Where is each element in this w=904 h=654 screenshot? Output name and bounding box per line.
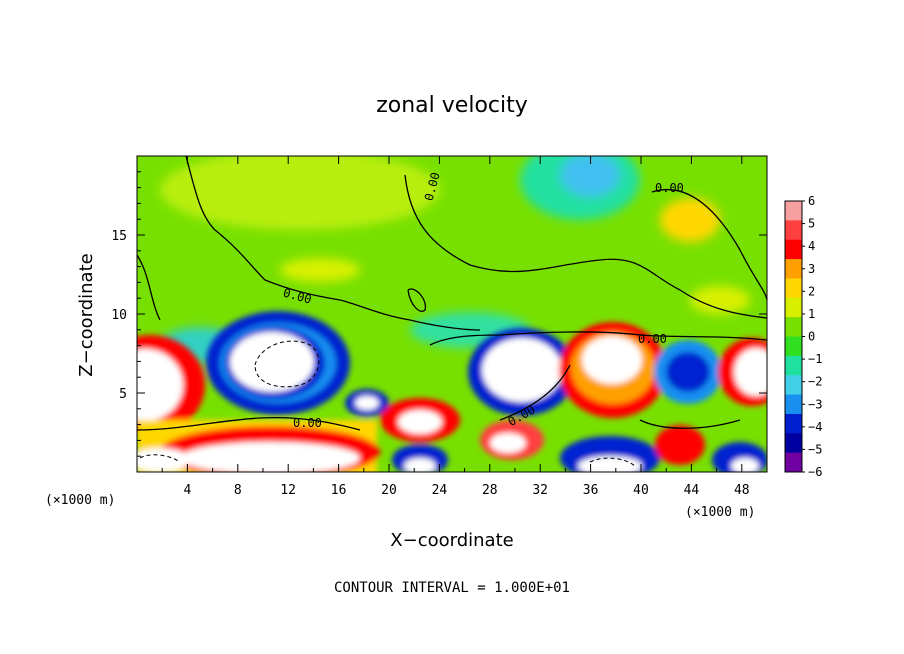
x-tick-label: 32 [532, 483, 548, 498]
x-axis-ticks: 4 8 12 16 20 24 28 32 36 40 44 48 [161, 156, 750, 498]
contour-label: 0.00 [655, 181, 684, 195]
y-tick-label: 15 [111, 229, 127, 244]
contour-label: 0.00 [638, 332, 667, 346]
x-tick-label: 16 [331, 483, 347, 498]
colorbar-tick-label: 5 [808, 217, 815, 231]
colorbar-tick-label: 0 [808, 330, 815, 344]
x-tick-label: 36 [583, 483, 599, 498]
x-tick-label: 4 [183, 483, 191, 498]
y-axis-ticks: 5 10 15 [111, 171, 767, 457]
x-tick-label: 20 [381, 483, 397, 498]
colorbar-swatch [785, 220, 802, 241]
colorbar-tick-label: −3 [808, 397, 822, 411]
chart-title: zonal velocity [376, 93, 528, 118]
x-tick-label: 28 [482, 483, 498, 498]
contour-label: 0.00 [293, 416, 322, 430]
field-features [137, 311, 767, 472]
colorbar-swatch [785, 336, 802, 357]
colorbar-swatch [785, 433, 802, 454]
colorbar-swatch [785, 239, 802, 260]
colorbar-tick-label: −2 [808, 375, 822, 389]
x-tick-label: 48 [734, 483, 750, 498]
x-axis-label: X−coordinate [390, 530, 513, 551]
colorbar-swatch [785, 317, 802, 337]
colorbar-swatch [785, 297, 802, 318]
colorbar-swatch [785, 201, 802, 221]
colorbar-tick-label: 1 [808, 307, 815, 321]
colorbar-tick-label: −4 [808, 420, 822, 434]
x-tick-label: 12 [280, 483, 296, 498]
colorbar-tick-label: −5 [808, 442, 822, 456]
y-tick-label: 5 [119, 387, 127, 402]
colorbar-swatch [785, 413, 802, 434]
colorbar-tick-label: 3 [808, 262, 815, 276]
x-tick-label: 40 [633, 483, 649, 498]
colorbar-swatch [785, 452, 802, 473]
colorbar-tick-label: 6 [808, 194, 815, 208]
plot-area: 0.00 0.00 0.00 0.00 0.00 0.00 [137, 156, 767, 472]
contour-lines [137, 156, 767, 431]
y-tick-label: 10 [111, 308, 127, 323]
colorbar-swatch [785, 375, 802, 396]
x-tick-label: 24 [432, 483, 448, 498]
colorbar-swatch [785, 259, 802, 279]
x-tick-label: 44 [684, 483, 700, 498]
colorbar-tick-label: −1 [808, 352, 822, 366]
colorbar-tick-label: −6 [808, 465, 822, 479]
x-tick-label: 8 [234, 483, 242, 498]
colorbar-swatch [785, 394, 802, 415]
contour-lines-dashed [139, 340, 636, 467]
colorbar-swatch [785, 278, 802, 299]
colorbar: 6 5 4 3 2 1 0 −1 −2 −3 −4 −5 −6 [784, 194, 822, 479]
colorbar-tick-label: 2 [808, 284, 815, 298]
colorbar-swatch [785, 355, 802, 376]
y-axis-label: Z−coordinate [76, 253, 97, 376]
colorbar-tick-label: 4 [808, 239, 815, 253]
x-unit-label: (×1000 m) [45, 493, 115, 508]
contour-interval-note: CONTOUR INTERVAL = 1.000E+01 [334, 580, 570, 596]
x-unit-label-right: (×1000 m) [685, 505, 755, 520]
